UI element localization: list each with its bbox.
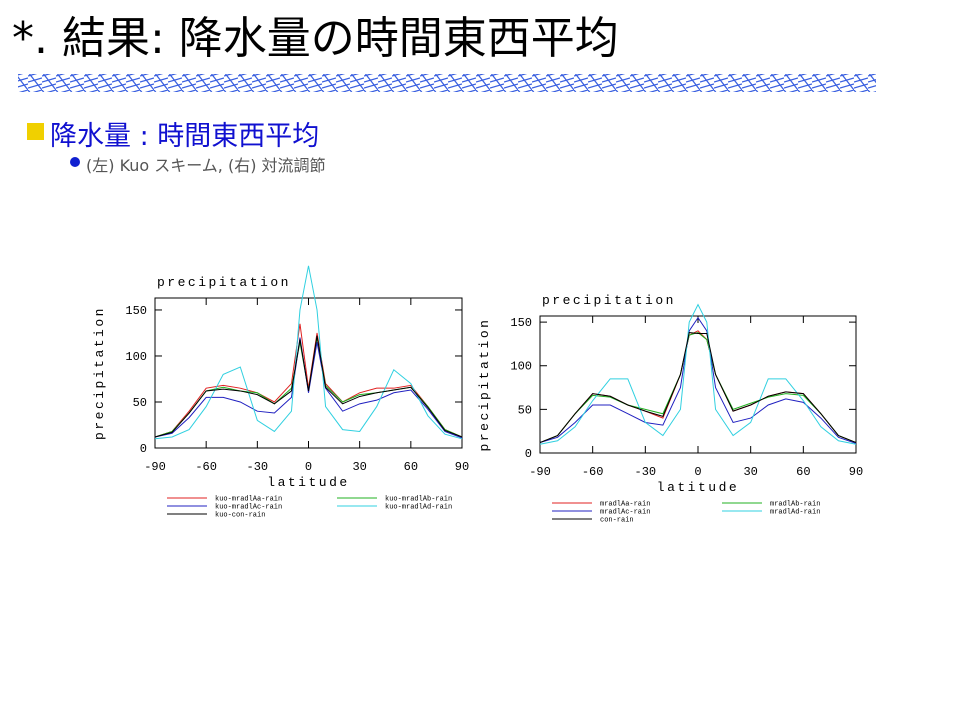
series-line (539, 332, 857, 443)
y-tick-label: 0 (525, 447, 532, 461)
x-tick-label: 60 (796, 465, 810, 479)
y-tick-label: 150 (125, 304, 147, 318)
series-line (539, 316, 857, 444)
bullet-dot (70, 157, 80, 167)
x-tick-label: 0 (694, 465, 701, 479)
x-tick-label: -90 (529, 465, 551, 479)
series-line (154, 335, 463, 438)
plot-frame (539, 315, 857, 454)
legend-label: kuo-con-rain (215, 512, 265, 520)
x-tick-label: -60 (582, 465, 604, 479)
chart-title: precipitation (542, 293, 676, 308)
x-axis-label: latitude (267, 475, 349, 490)
chart-title: precipitation (157, 275, 291, 290)
series-line (539, 330, 857, 443)
y-tick-label: 150 (510, 316, 532, 330)
legend-label: kuo-mradlAa-rain (215, 496, 282, 504)
x-tick-label: -90 (144, 460, 166, 474)
x-tick-label: 90 (455, 460, 469, 474)
x-tick-label: -60 (195, 460, 217, 474)
y-tick-label: 100 (510, 360, 532, 374)
y-tick-label: 50 (518, 403, 532, 417)
x-tick-label: 30 (352, 460, 366, 474)
series-line (154, 337, 463, 439)
y-tick-label: 0 (140, 442, 147, 456)
series-line (539, 303, 857, 445)
slide-subtitle: 降水量 : 時間東西平均 (50, 121, 320, 152)
x-tick-label: 90 (849, 465, 863, 479)
legend-label: kuo-mradlAc-rain (215, 504, 282, 512)
legend-label: mradlAd-rain (770, 509, 820, 517)
x-tick-label: 0 (305, 460, 312, 474)
series-line (539, 332, 857, 443)
bullet-square (27, 123, 44, 140)
y-tick-label: 100 (125, 350, 147, 364)
legend-label: mradlAc-rain (600, 509, 650, 517)
y-tick-label: 50 (133, 396, 147, 410)
legend-label: kuo-mradlAd-rain (385, 504, 452, 512)
legend-label: con-rain (600, 517, 634, 525)
legend-label: kuo-mradlAb-rain (385, 496, 452, 504)
y-axis-label: precipitation (92, 306, 107, 440)
legend-label: mradlAb-rain (770, 501, 820, 509)
plot-frame (154, 297, 463, 449)
y-axis-label: precipitation (477, 318, 492, 452)
slide-title: *. 結果: 降水量の時間東西平均 (12, 13, 619, 64)
x-axis-label: latitude (657, 480, 739, 495)
legend-label: mradlAa-rain (600, 501, 650, 509)
x-tick-label: -30 (247, 460, 269, 474)
decorative-band (18, 74, 876, 92)
bullet-text: (左) Kuo スキーム, (右) 対流調節 (86, 156, 326, 175)
x-tick-label: 30 (743, 465, 757, 479)
series-line (154, 265, 463, 440)
x-tick-label: -30 (635, 465, 657, 479)
x-tick-label: 60 (404, 460, 418, 474)
series-line (154, 323, 463, 438)
